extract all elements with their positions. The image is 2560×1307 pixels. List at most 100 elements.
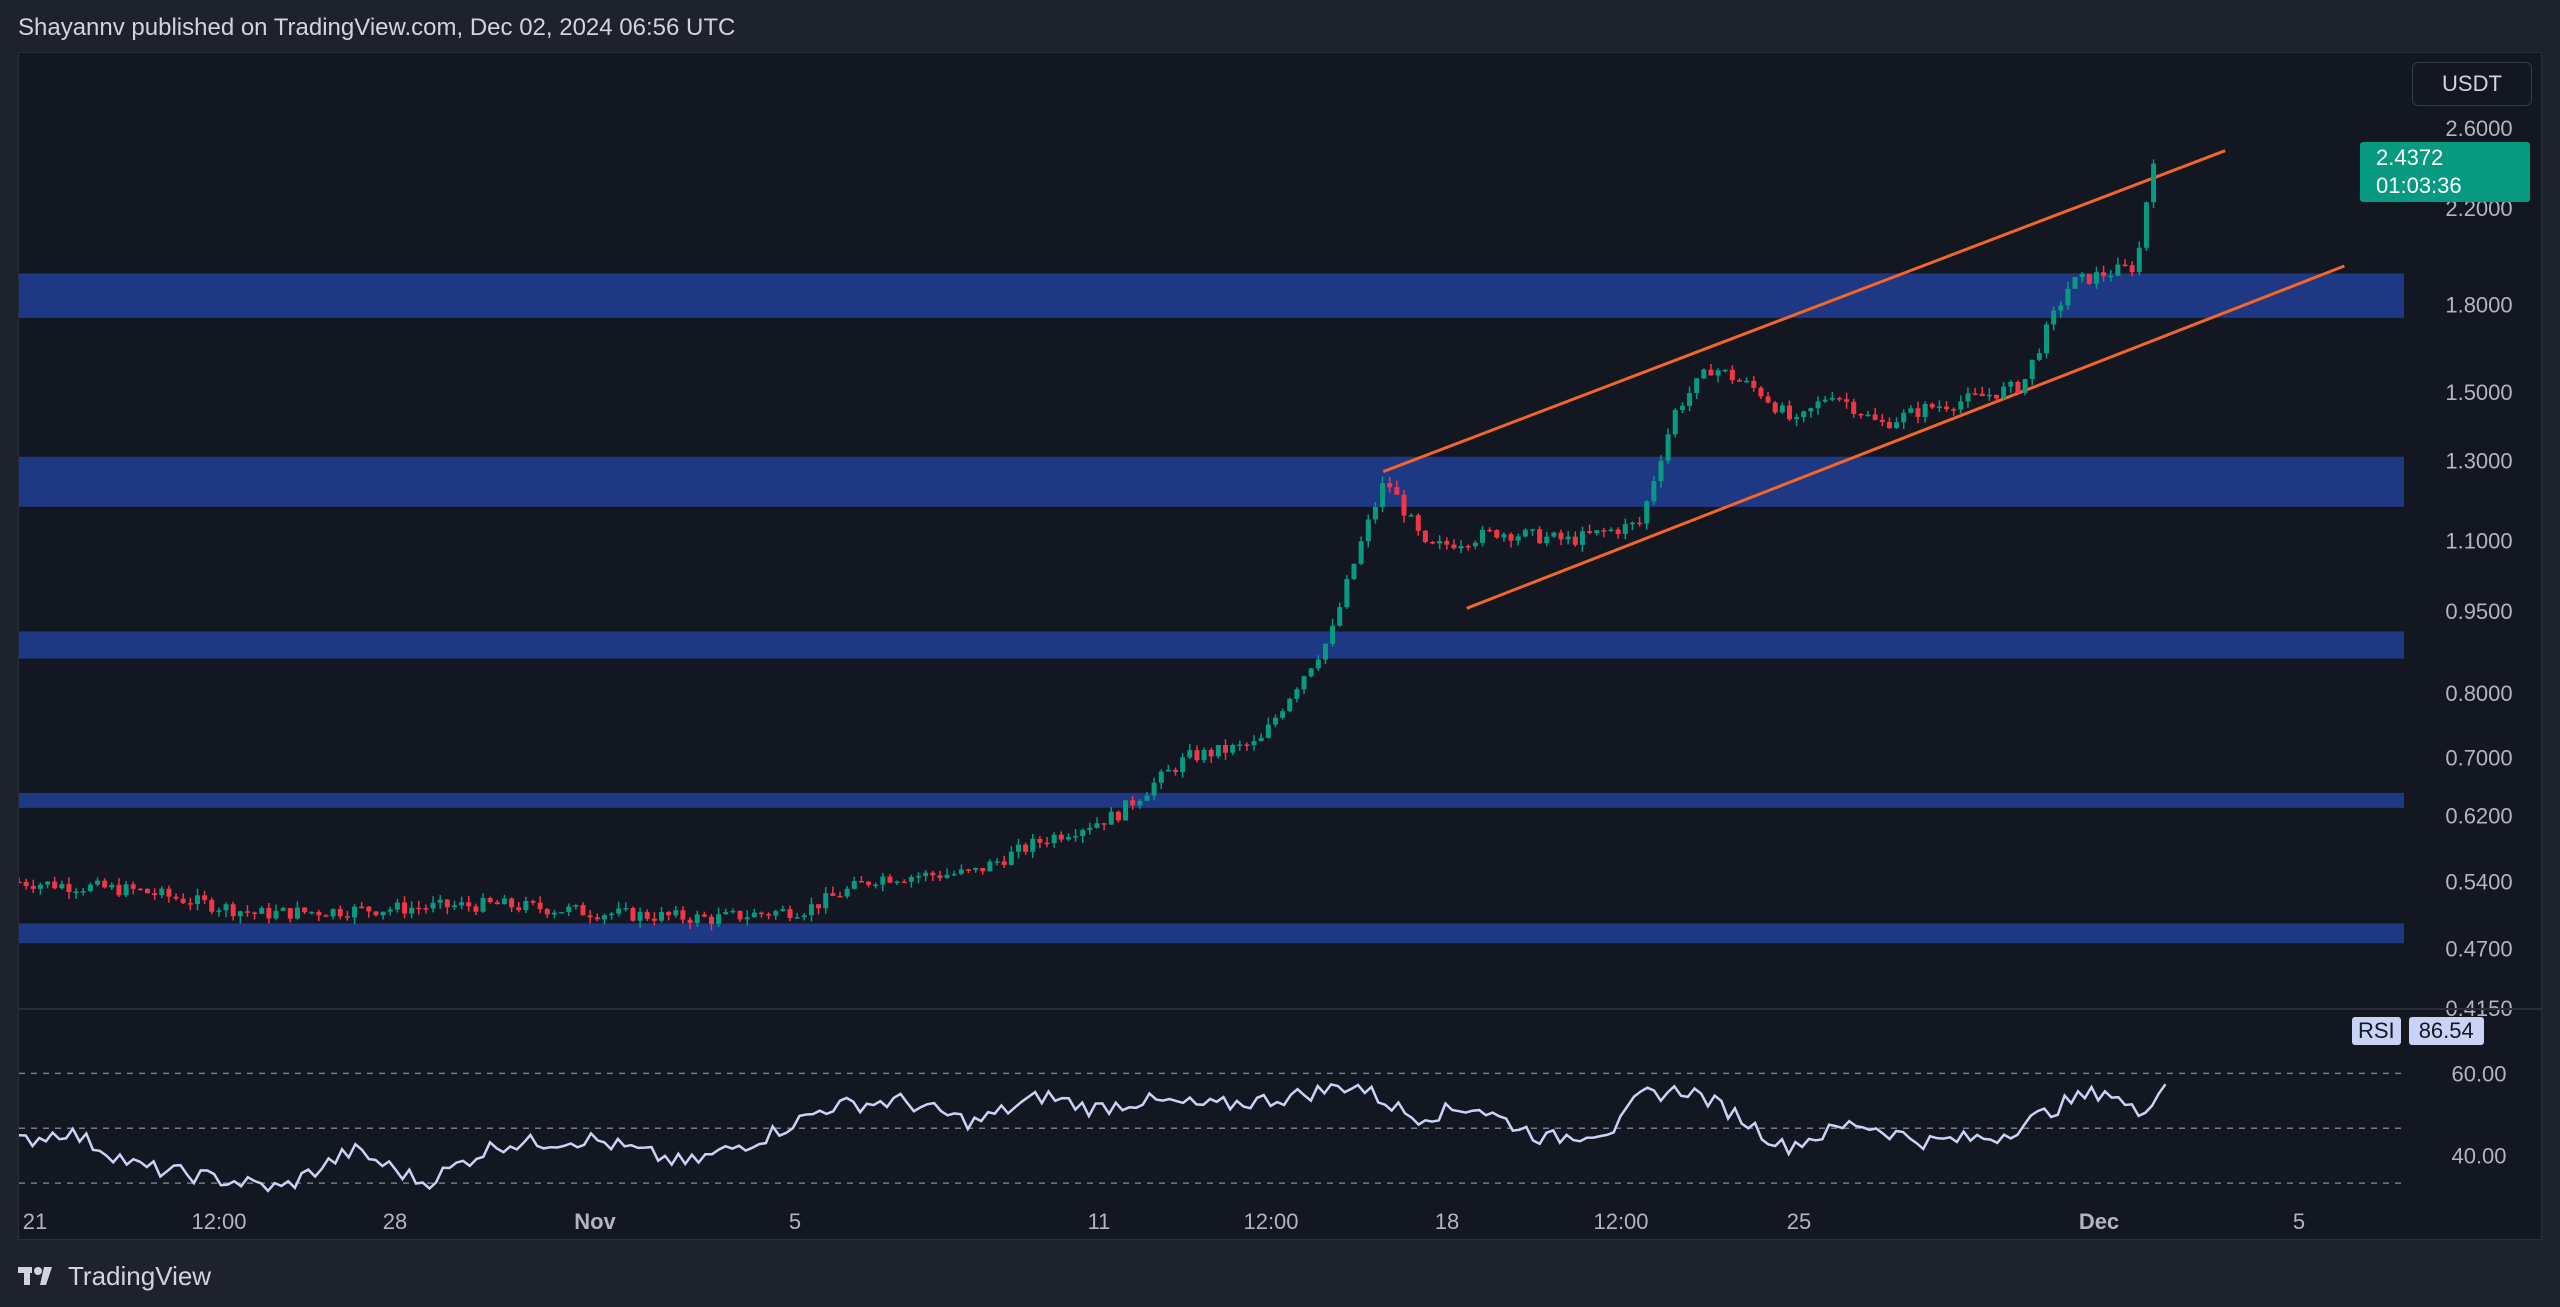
candle	[616, 901, 622, 917]
footer: TradingView	[18, 1256, 211, 1296]
candle	[623, 902, 629, 912]
price-tick-label: 1.3000	[2445, 448, 2512, 473]
candle	[1201, 747, 1207, 763]
zone-4	[19, 792, 2404, 808]
price-axis: 2.60002.20001.80001.50001.30001.10000.95…	[2445, 116, 2512, 1021]
candle	[758, 911, 764, 918]
candle	[1865, 410, 1871, 417]
zone-1	[19, 273, 2404, 318]
candle	[1408, 513, 1414, 517]
publisher-caption: Shayannv published on TradingView.com, D…	[18, 14, 736, 41]
candle	[330, 908, 336, 920]
candle	[673, 905, 679, 918]
candle	[1051, 832, 1057, 848]
chart-frame[interactable]: 2.6000 2.2000 1.8000 1.5000 1.3000 1.1000 0.95…	[18, 52, 2543, 1241]
candle	[559, 911, 565, 914]
candle	[1601, 527, 1607, 538]
candle	[1829, 391, 1835, 402]
candle	[1365, 514, 1371, 548]
candle	[202, 890, 208, 904]
candle	[1644, 500, 1650, 530]
candle	[337, 905, 343, 920]
candle	[423, 904, 429, 914]
candle	[1144, 791, 1150, 802]
candle	[1751, 375, 1757, 392]
candle	[237, 910, 243, 924]
support-resistance-zones	[19, 273, 2404, 944]
candle	[1844, 392, 1850, 409]
price-chart[interactable]: 2.60002.20001.80001.50001.30001.10000.95…	[19, 53, 2543, 1241]
candle	[637, 907, 643, 928]
candle	[366, 906, 372, 918]
candle	[287, 907, 293, 923]
tradingview-logo-icon	[18, 1267, 52, 1285]
candle	[2065, 281, 2071, 310]
time-tick-label: Dec	[2079, 1209, 2119, 1234]
candle	[1287, 697, 1293, 713]
candle	[473, 903, 479, 916]
candle	[501, 894, 507, 905]
candle	[666, 911, 672, 921]
candle	[594, 913, 600, 922]
candle	[1672, 408, 1678, 438]
candle	[1265, 717, 1271, 739]
time-tick-label: 28	[383, 1209, 407, 1234]
candle	[773, 909, 779, 920]
candle	[173, 893, 179, 901]
price-tick-label: 1.5000	[2445, 380, 2512, 405]
candle	[223, 902, 229, 918]
candle	[2101, 265, 2107, 282]
candle	[880, 872, 886, 892]
candle	[551, 909, 557, 919]
candle	[1180, 753, 1186, 778]
candle	[409, 901, 415, 919]
candle	[1558, 529, 1564, 546]
candle	[451, 900, 457, 911]
candle	[45, 881, 51, 889]
rsi-legend[interactable]: RSI 86.54	[2352, 1016, 2484, 1046]
candle	[87, 882, 93, 893]
candle	[1944, 401, 1950, 412]
price-tick-label: 0.4700	[2445, 936, 2512, 961]
candle	[2043, 321, 2049, 359]
candle	[1537, 526, 1543, 545]
price-tick-label: 2.6000	[2445, 116, 2512, 141]
candle	[1087, 822, 1093, 835]
candle	[866, 880, 872, 888]
candle	[402, 896, 408, 919]
time-tick-label: 25	[1787, 1209, 1811, 1234]
candle	[1430, 540, 1436, 545]
currency-selector[interactable]: USDT	[2412, 62, 2532, 106]
candle	[1651, 476, 1657, 506]
candle	[1915, 401, 1921, 424]
candle	[380, 911, 386, 920]
candle	[1158, 769, 1164, 790]
candle	[1173, 767, 1179, 776]
candle	[159, 886, 165, 899]
candle	[1779, 402, 1785, 414]
candle	[794, 912, 800, 919]
candle	[751, 908, 757, 918]
candle	[1551, 531, 1557, 538]
candle	[544, 907, 550, 918]
candle	[580, 902, 586, 916]
candle	[2143, 201, 2149, 251]
candle	[1501, 532, 1507, 542]
zone-2	[19, 456, 2404, 507]
candle	[1758, 386, 1764, 400]
candle	[1715, 368, 1721, 383]
last-price: 2.4372	[2376, 145, 2444, 170]
candle	[66, 877, 72, 900]
candle	[166, 885, 172, 903]
candle	[630, 906, 636, 922]
candle	[816, 904, 822, 915]
candle	[252, 911, 258, 920]
candle	[230, 901, 236, 921]
candle	[1230, 743, 1236, 756]
candle	[1965, 387, 1971, 408]
candle	[373, 910, 379, 917]
candle	[430, 896, 436, 913]
candle	[266, 902, 272, 924]
candle	[387, 906, 393, 916]
price-tick-label: 0.8000	[2445, 681, 2512, 706]
